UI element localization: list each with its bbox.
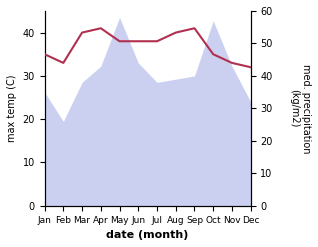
X-axis label: date (month): date (month) bbox=[107, 230, 189, 240]
Y-axis label: med. precipitation
(kg/m2): med. precipitation (kg/m2) bbox=[289, 64, 311, 153]
Y-axis label: max temp (C): max temp (C) bbox=[7, 75, 17, 142]
